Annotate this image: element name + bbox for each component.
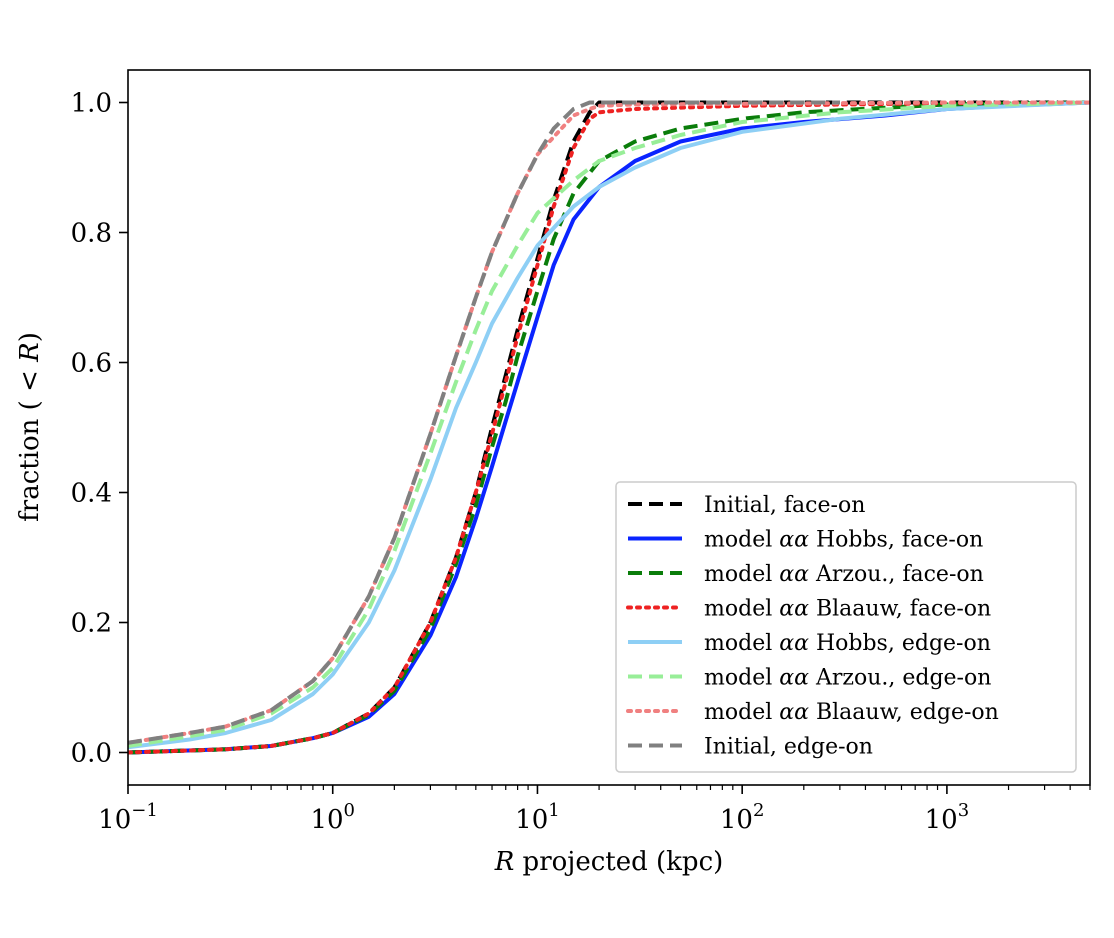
y-tick-label: 0.6 [71,349,112,379]
series-line-8 [128,100,840,745]
legend: Initial, face-on model αα Hobbs, face-on m… [615,481,1077,773]
y-tick-label: 0.2 [71,609,112,639]
legend-entry: model αα Arzou., face-on [704,562,984,587]
legend-entry: Initial, edge-on [704,735,873,760]
x-tick-label: 100 [310,800,355,835]
x-axis-label-symbol: R [494,847,515,877]
series-line-4 [128,100,1090,755]
legend-entry: model αα Hobbs, face-on [704,528,983,553]
series-line-6 [128,100,1090,748]
y-tick-label: 0.8 [71,219,112,249]
legend-entry: model αα Hobbs, edge-on [704,631,991,656]
series-layer [128,100,1090,755]
plot-frame [127,69,1091,786]
y-tick-label: 0.0 [71,739,112,769]
y-axis-label: fraction ( < R) [15,332,45,522]
x-axis-label: R projected (kpc) [494,847,724,877]
x-tick-label: 102 [720,800,765,835]
legend-entry: model αα Blaauw, edge-on [704,700,999,725]
legend-entry: Initial, face-on [704,493,865,518]
y-tick-label: 1.0 [71,89,112,119]
legend-box [615,481,1077,773]
x-tick-label: 101 [515,800,560,835]
y-tick-label: 0.4 [71,479,112,509]
legend-entry: model αα Arzou., edge-on [704,666,991,691]
x-axis: 10−1 100 101 102 103 [98,785,1091,835]
x-tick-label: 10−1 [98,800,158,835]
series-line-5 [128,100,1090,750]
x-tick-label: 103 [925,800,970,835]
legend-entry: model αα Blaauw, face-on [704,597,991,622]
y-axis: 0.0 0.2 0.4 0.6 0.8 1.0 [71,89,128,769]
x-axis-label-text: projected (kpc) [514,847,723,877]
